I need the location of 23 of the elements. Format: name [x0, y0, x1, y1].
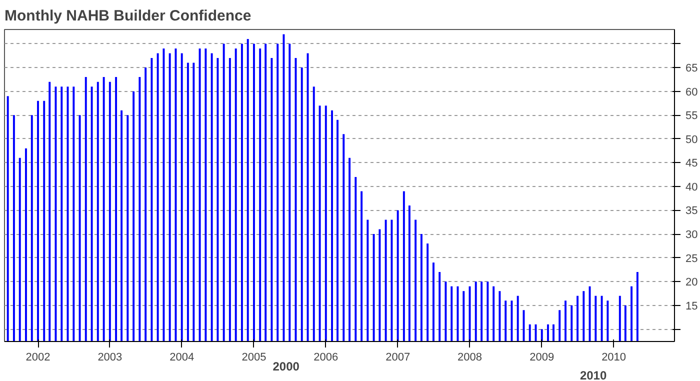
text: 2000 — [272, 360, 300, 374]
x-tick-label: 2009 — [530, 352, 554, 364]
y-tick-label: 45 — [686, 158, 698, 170]
y-tick-label: 40 — [686, 181, 698, 194]
y-tick-label: 30 — [686, 229, 698, 242]
x-tick-label: 2003 — [98, 352, 122, 364]
text: 2010 — [580, 368, 607, 381]
x-tick-label: 2007 — [386, 352, 410, 364]
x-tick-label: 2005 — [242, 352, 266, 364]
x-tick-label: 2010 — [602, 352, 626, 364]
x-tick-label: 2008 — [458, 352, 482, 364]
y-tick-label: 65 — [686, 62, 698, 75]
y-tick-label: 20 — [686, 276, 698, 289]
y-tick-label: 55 — [686, 110, 698, 122]
x-tick-label: 2004 — [170, 352, 194, 364]
y-tick-label: 35 — [686, 205, 698, 218]
x-tick-label: 2006 — [314, 352, 338, 364]
chart-title: Monthly NAHB Builder Confidence — [4, 8, 252, 24]
y-tick-label: 60 — [686, 86, 698, 98]
y-tick-label: 15 — [686, 300, 698, 312]
y-tick-label: 25 — [686, 252, 698, 265]
y-tick-label: 50 — [686, 134, 698, 146]
x-tick-label: 2002 — [26, 352, 50, 364]
